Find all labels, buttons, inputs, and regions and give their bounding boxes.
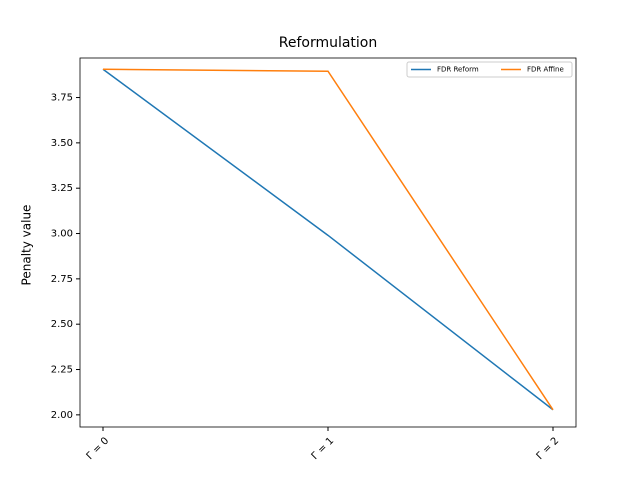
line-series <box>102 68 554 411</box>
y-tick-label: 2.75 <box>51 274 73 285</box>
line-series <box>102 68 554 411</box>
y-tick-label: 2.25 <box>51 365 73 376</box>
chart-title: Reformulation <box>279 35 378 51</box>
legend-label: FDR Affine <box>527 66 564 74</box>
y-tick-label: 3.50 <box>51 138 73 149</box>
y-tick-label: 3.25 <box>51 183 73 194</box>
plot-frame <box>79 57 577 428</box>
y-axis-label: Penalty value <box>20 205 34 286</box>
y-tick-label: 3.75 <box>51 93 73 104</box>
y-tick-label: 2.50 <box>51 319 73 330</box>
y-tick-label: 2.00 <box>51 410 73 421</box>
y-tick-label: 3.00 <box>51 229 73 240</box>
legend-box <box>406 61 573 78</box>
legend-label: FDR Reform <box>437 66 479 74</box>
